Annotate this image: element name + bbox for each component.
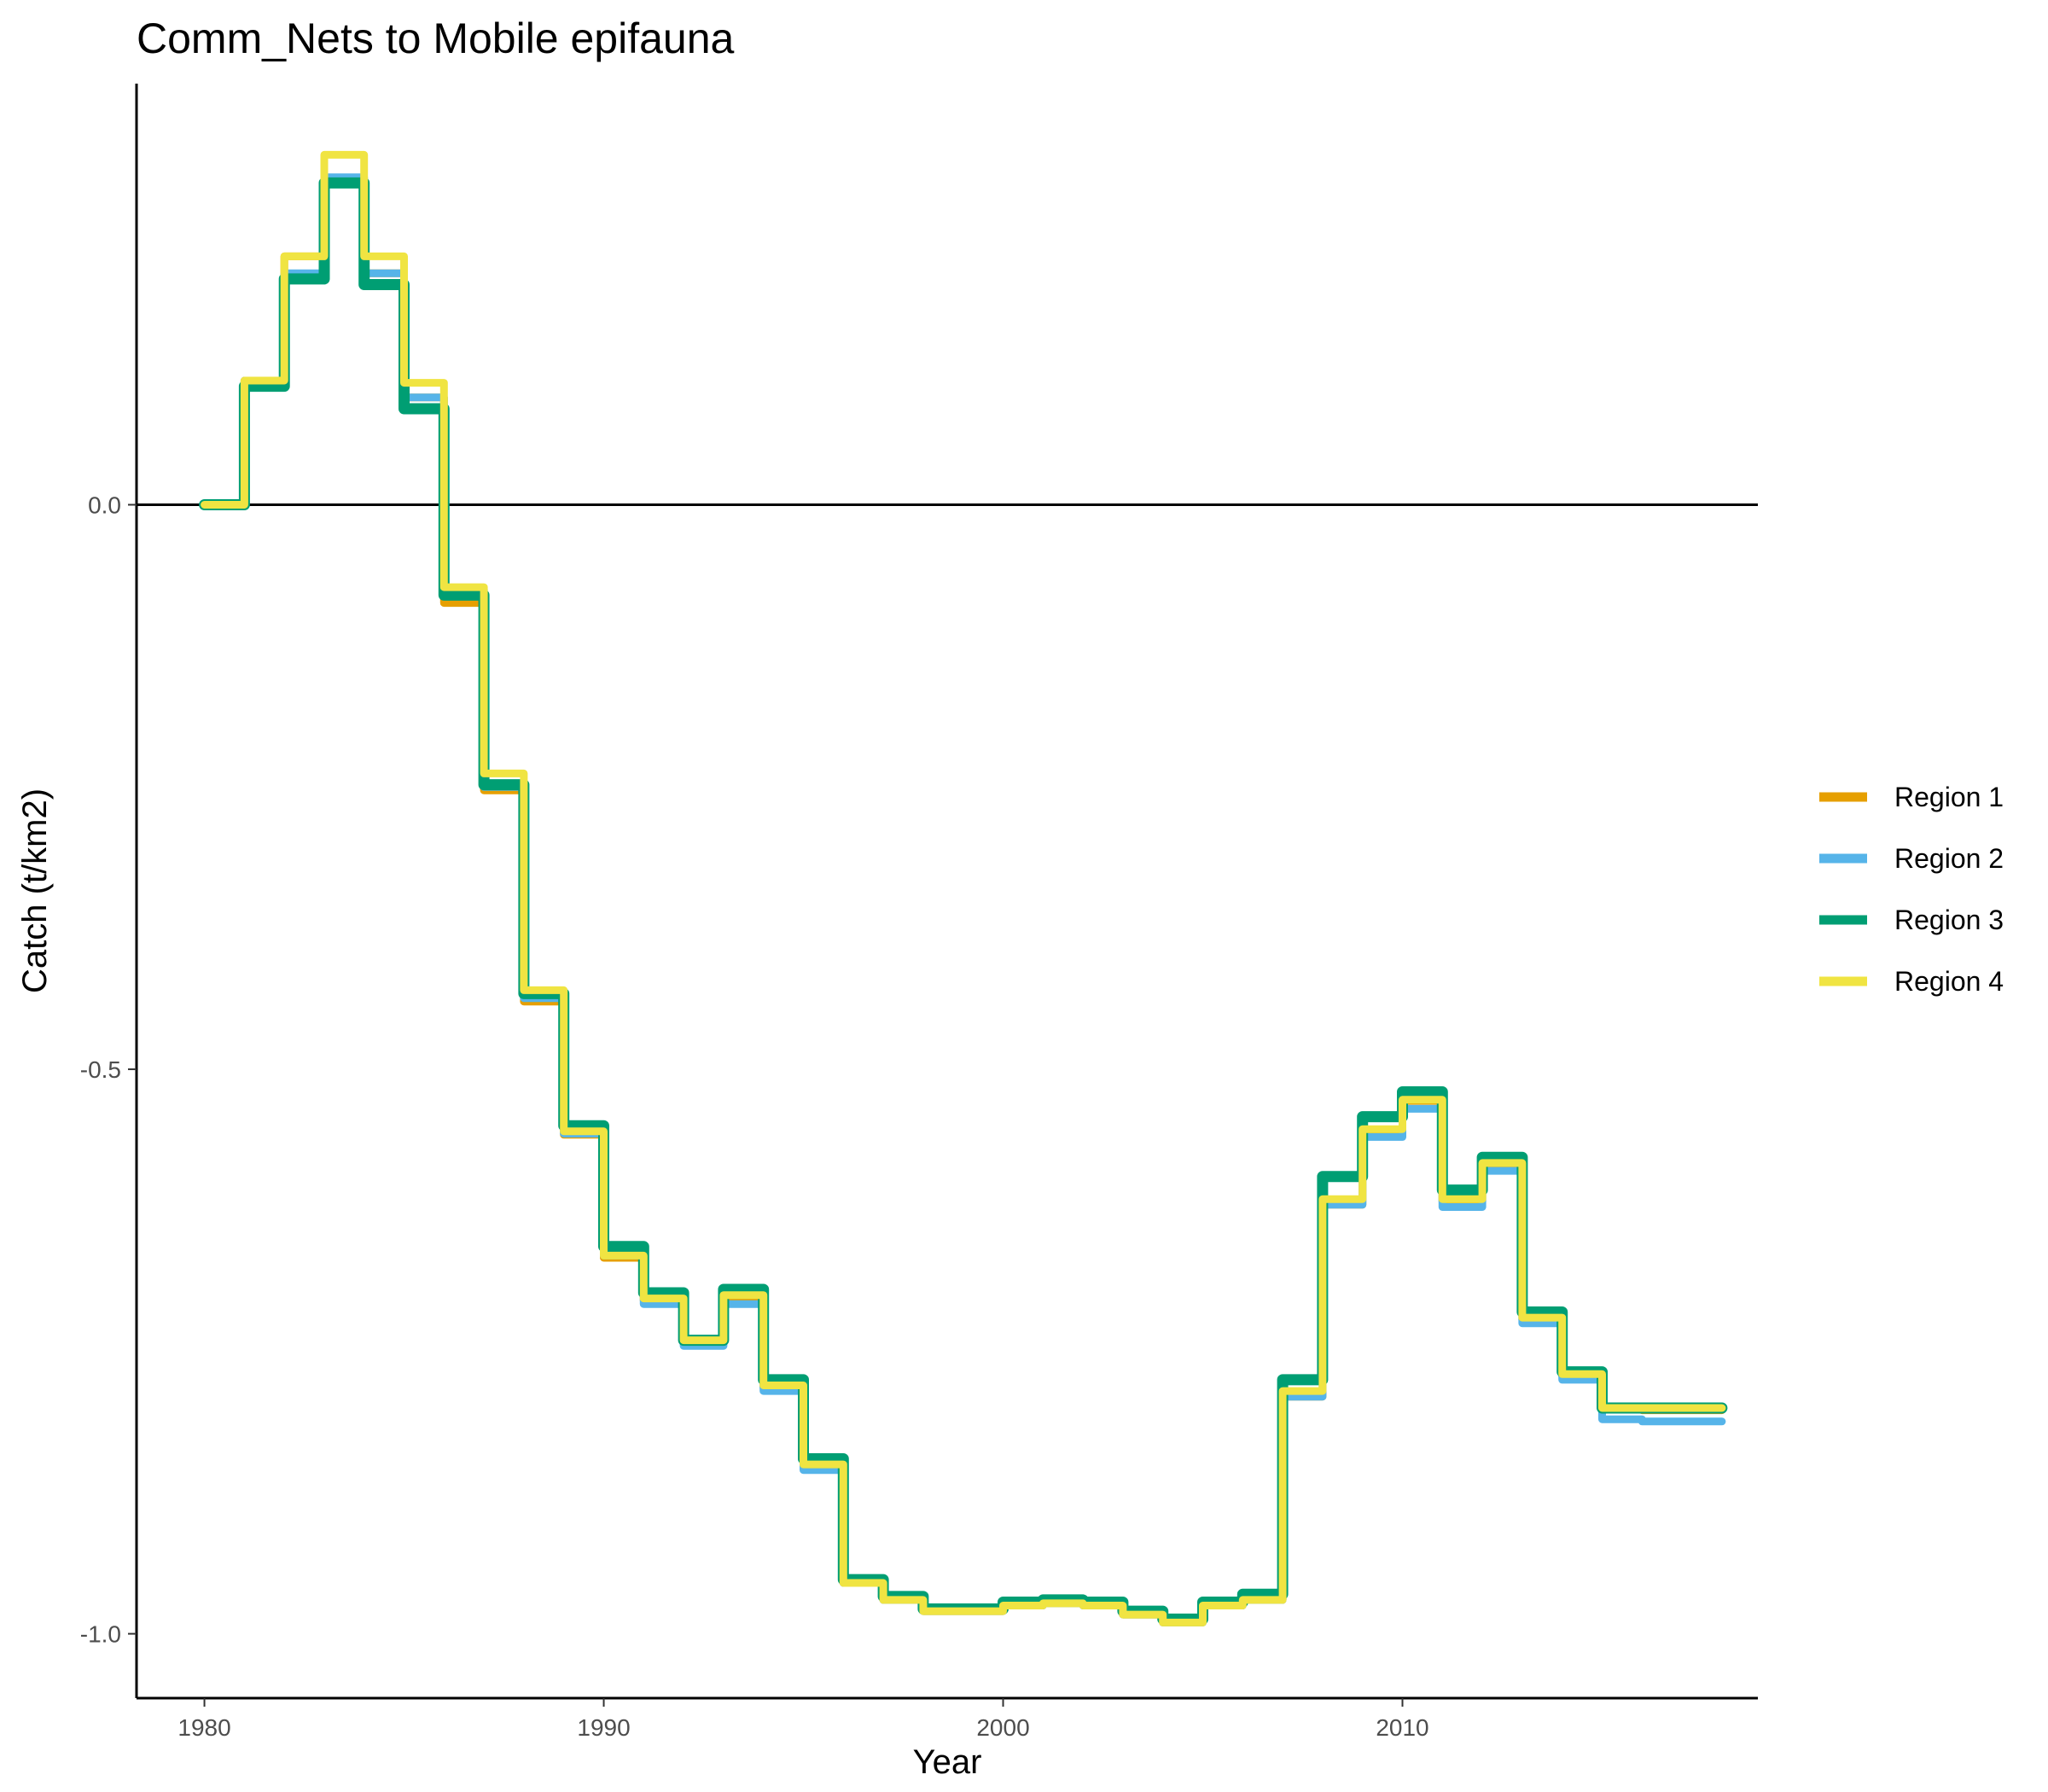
plot-area [137,150,1758,1626]
y-ticks: 0.0 -0.5 -1.0 [80,492,137,1648]
series-line-region-2 [201,173,1726,1626]
chart-title: Comm_Nets to Mobile epifauna [137,15,735,62]
legend: Region 1 Region 2 Region 3 Region 4 [1819,782,2004,997]
y-tick-label: -1.0 [80,1621,121,1648]
legend-label-region-3: Region 3 [1894,905,2004,935]
y-axis-title: Catch (t/km2) [16,788,54,993]
legend-label-region-4: Region 4 [1894,966,2004,997]
x-tick-label: 1990 [577,1714,630,1741]
y-tick-label: -0.5 [80,1056,121,1083]
series-line-region-4 [201,150,1726,1626]
x-axis-title: Year [913,1743,982,1781]
x-tick-label: 2010 [1376,1714,1428,1741]
x-ticks: 1980 1990 2000 2010 [177,1698,1429,1741]
x-tick-label: 1980 [177,1714,230,1741]
legend-label-region-2: Region 2 [1894,843,2004,874]
legend-label-region-1: Region 1 [1894,782,2004,812]
x-tick-label: 2000 [976,1714,1029,1741]
y-tick-label: 0.0 [88,492,121,519]
